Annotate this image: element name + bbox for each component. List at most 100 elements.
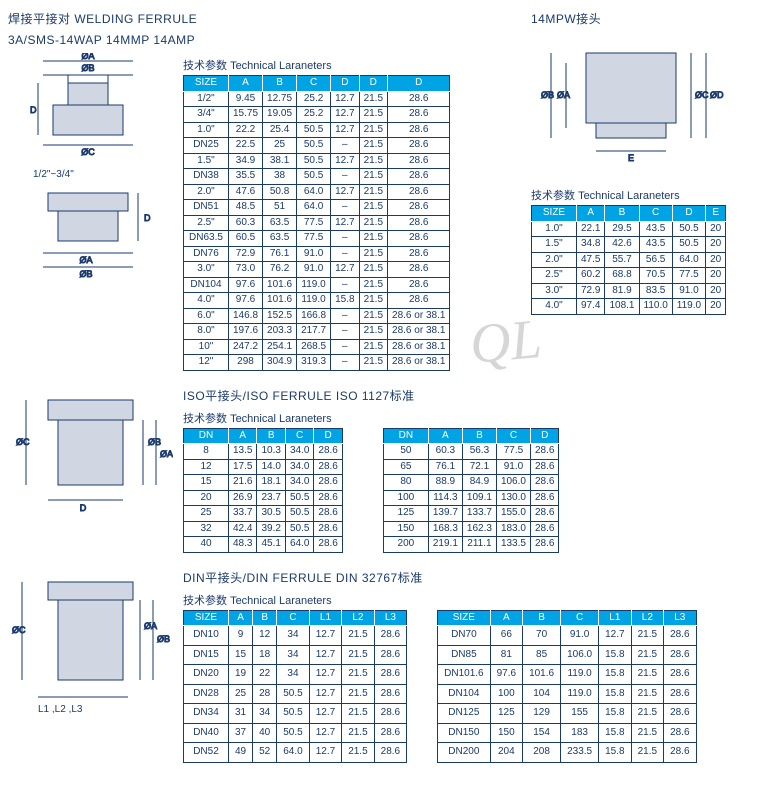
section1-param-en: Technical Laraneters [230,60,332,72]
table-cell: 204 [490,743,522,763]
table-cell: 34 [277,645,309,665]
column-header: L1 [309,610,341,626]
table-cell: 21.5 [342,743,374,763]
table-cell: 21.5 [631,645,663,665]
table-cell: 106.0 [496,475,530,491]
table-cell: 28.6 [388,107,450,123]
table-row: 1/2"9.4512.7525.212.721.528.6 [184,91,450,107]
table-cell: 40 [253,723,277,743]
table-cell: 97.6 [490,665,522,685]
table-row: 4.0"97.4108.1110.0119.020 [532,299,726,315]
table-cell: 52 [253,743,277,763]
table-cell: DN150 [438,723,490,743]
table-cell: DN40 [184,723,229,743]
table-cell: 34.8 [577,237,605,253]
table-row: 4048.345.164.028.6 [184,537,343,553]
table-cell: – [331,231,359,247]
section-iso: ØC ØB ØA D ISO平接头/ISO FERRULE ISO 1127标准… [8,385,769,553]
table-cell: 15.8 [331,293,359,309]
table-cell: 34 [253,704,277,724]
table-cell: 15.8 [599,645,631,665]
section2-diagram: ØB ØA ØC ØD E [531,33,731,183]
table-row: 200219.1211.1133.528.6 [383,537,559,553]
table-cell: 12.7 [309,723,341,743]
table-cell: 21.5 [631,704,663,724]
table-cell: 28.6 or 38.1 [388,324,450,340]
table-cell: 50.5 [297,122,331,138]
svg-text:ØB: ØB [541,90,554,100]
table-cell: 21.5 [359,138,387,154]
section1-param-cn: 技术参数 [183,60,227,72]
table-cell: 47.6 [229,184,263,200]
table-cell: 119.0 [561,684,599,704]
table-cell: 12.7 [309,626,341,646]
table-cell: – [331,246,359,262]
table-cell: 21.5 [359,293,387,309]
svg-text:ØB: ØB [148,437,161,447]
table-cell: 14.0 [257,459,285,475]
table-cell: 21.5 [342,684,374,704]
table-cell: 60.3 [229,215,263,231]
table-cell: 63.5 [263,231,297,247]
column-header: D [530,428,558,444]
table-row: 1217.514.034.028.6 [184,459,343,475]
column-header: SIZE [438,610,490,626]
svg-text:D: D [80,503,87,513]
table-row: 2.5"60.268.870.577.520 [532,268,726,284]
column-header: C [639,206,672,222]
table-cell: 150 [490,723,522,743]
table-row: 12"298304.9319.3–21.528.6 or 38.1 [184,355,450,371]
table-cell: 110.0 [639,299,672,315]
table-cell: 28.6 [388,231,450,247]
table-row: DN7672.976.191.0–21.528.6 [184,246,450,262]
table-cell: 21.5 [359,308,387,324]
column-header: SIZE [532,206,577,222]
table-cell: 101.6 [523,665,561,685]
table-cell: 91.0 [496,459,530,475]
table-cell: 28.6 [388,246,450,262]
table-cell: 211.1 [462,537,496,553]
table-cell: 43.5 [639,221,672,237]
table-cell: 15.8 [599,665,631,685]
table-cell: 66 [490,626,522,646]
table-cell: 21.5 [631,743,663,763]
table-row: DN858185106.015.821.528.6 [438,645,696,665]
table-cell: 21.5 [359,355,387,371]
table-cell: 26.9 [229,490,257,506]
table-cell: 154 [523,723,561,743]
table-cell: 21.5 [342,645,374,665]
table-cell: 12.75 [263,91,297,107]
table-cell: 97.6 [229,277,263,293]
table-cell: 37 [229,723,253,743]
column-header: A [229,76,263,92]
table-cell: DN76 [184,246,229,262]
table-cell: 97.6 [229,293,263,309]
table-cell: 18.1 [257,475,285,491]
table-cell: 28.6 [388,153,450,169]
table-cell: 12.7 [309,645,341,665]
section4-diagram: ØC ØA ØB L1 ,L2 ,L3 [8,567,173,763]
column-header: C [297,76,331,92]
table-cell: DN125 [438,704,490,724]
table-row: DN52495264.012.721.528.6 [184,743,407,763]
table-cell: 20 [706,299,726,315]
table-cell: 18 [253,645,277,665]
table-cell: 47.5 [577,252,605,268]
table-cell: DN28 [184,684,229,704]
table-cell: 19.05 [263,107,297,123]
table-cell: 2.5" [532,268,577,284]
table-cell: 139.7 [428,506,462,522]
table-cell: 12.7 [331,184,359,200]
table-cell: 29.5 [605,221,639,237]
column-header: D [672,206,705,222]
table-cell: 21.5 [359,91,387,107]
table-cell: 77.5 [297,231,331,247]
table-cell: – [331,169,359,185]
table-cell: 28.6 [388,91,450,107]
column-header: L3 [664,610,696,626]
table-row: DN15015015418315.821.528.6 [438,723,696,743]
table-cell: 20 [706,283,726,299]
table-cell: 28.6 [388,169,450,185]
table-cell: 28.6 [314,475,342,491]
table-cell: 9.45 [229,91,263,107]
